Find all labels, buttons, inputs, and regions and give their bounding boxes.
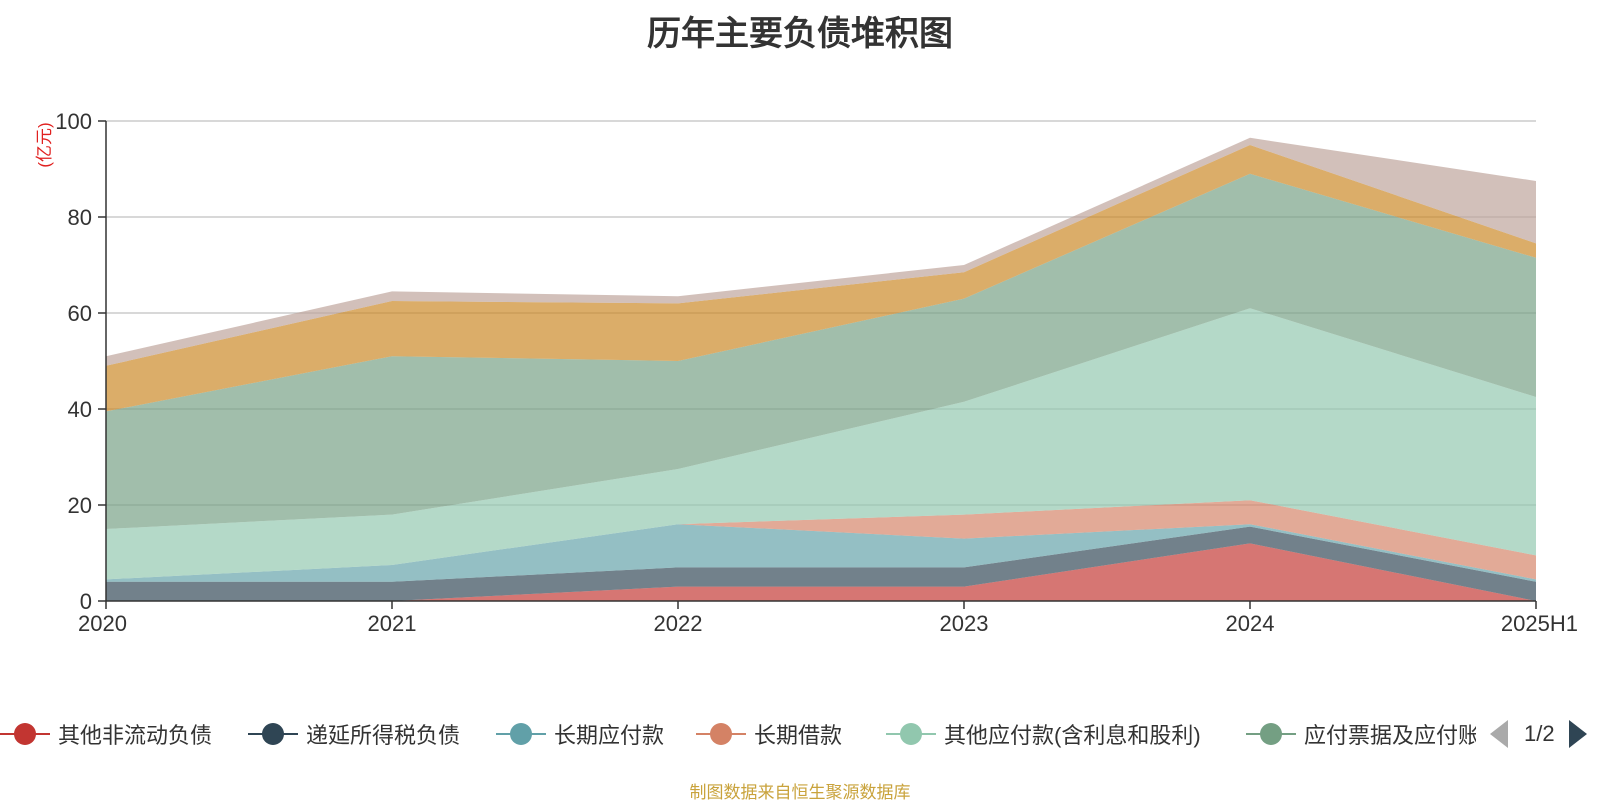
legend-label: 长期应付款 — [554, 723, 665, 748]
legend-item-1[interactable]: 递延所得税负债 — [248, 716, 460, 752]
legend-page-indicator: 1/2 — [1524, 721, 1555, 746]
source-note: 制图数据来自恒生聚源数据库 — [689, 783, 911, 802]
legend-marker-icon — [496, 716, 546, 752]
chart-title: 历年主要负债堆积图 — [647, 15, 953, 53]
legend-label: 其他应付款(含利息和股利) — [944, 723, 1201, 748]
legend-marker-icon — [0, 716, 50, 752]
legend-item-0[interactable]: 其他非流动负债 — [0, 716, 212, 752]
legend-marker-icon — [248, 716, 298, 752]
legend-label: 递延所得税负债 — [306, 723, 461, 748]
x-tick-label: 2020 — [78, 611, 127, 636]
y-tick-label: 0 — [80, 589, 92, 614]
legend-label: 应付票据及应付账款 — [1304, 723, 1476, 748]
legend: 其他非流动负债 递延所得税负债 长期应付款 长期借款 其他应付款(含利息和股利) 应付票据… — [0, 716, 1476, 752]
area-series-0[interactable] — [106, 543, 1536, 601]
legend-marker-icon — [1246, 716, 1296, 752]
y-tick-label: 100 — [55, 109, 92, 134]
x-tick-label: 2023 — [940, 611, 989, 636]
legend-item-4[interactable]: 其他应付款(含利息和股利) — [886, 716, 1201, 752]
legend-marker-icon — [696, 716, 746, 752]
legend-next-page-icon[interactable] — [1568, 720, 1587, 748]
area-series-1[interactable] — [106, 526, 1536, 601]
x-tick-label: 2025H1 — [1501, 611, 1578, 636]
legend-item-5[interactable]: 应付票据及应付账款 — [1246, 716, 1476, 752]
area-series-5[interactable] — [106, 173, 1536, 530]
y-axis-unit-label: (亿元) — [35, 122, 54, 167]
x-tick-label: 2021 — [368, 611, 417, 636]
area-series-4[interactable] — [106, 308, 1536, 580]
y-tick-label: 60 — [68, 301, 92, 326]
legend-pager: 1/2 — [1490, 716, 1587, 752]
legend-item-3[interactable]: 长期借款 — [696, 716, 842, 752]
y-tick-label: 20 — [68, 493, 92, 518]
legend-label: 其他非流动负债 — [58, 723, 213, 748]
area-series-7[interactable] — [106, 137, 1536, 366]
legend-label: 长期借款 — [754, 723, 843, 748]
legend-marker-icon — [886, 716, 936, 752]
axes: 0 20 40 60 80 100 2020 2021 2022 2023 2024 2025H1 — [55, 109, 1578, 636]
legend-prev-page-icon[interactable] — [1490, 720, 1508, 748]
area-series-3[interactable] — [106, 500, 1536, 580]
area-series-2[interactable] — [106, 524, 1536, 582]
x-tick-label: 2024 — [1226, 611, 1275, 636]
legend-item-2[interactable]: 长期应付款 — [496, 716, 664, 752]
area-series-6[interactable] — [106, 145, 1536, 412]
y-tick-label: 40 — [68, 397, 92, 422]
x-tick-label: 2022 — [654, 611, 703, 636]
area-series — [106, 137, 1536, 601]
y-tick-label: 80 — [68, 205, 92, 230]
